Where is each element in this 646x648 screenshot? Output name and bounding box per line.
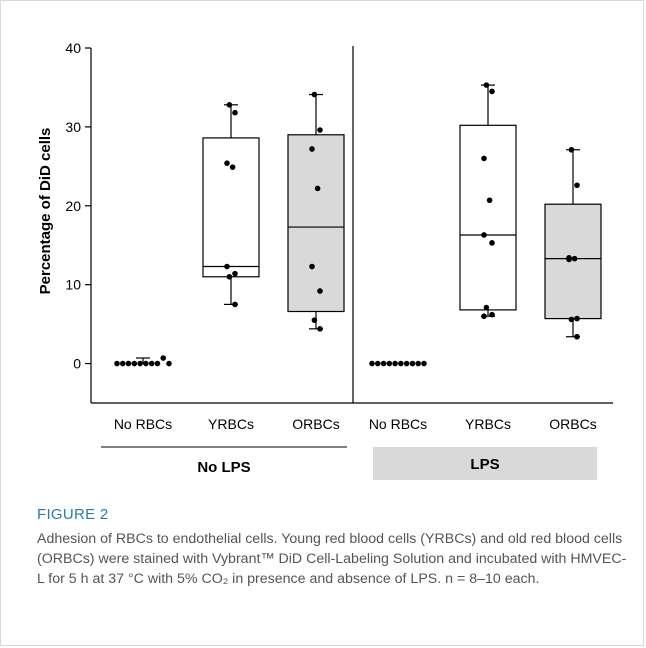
category-no-rbcs bbox=[114, 355, 172, 367]
data-point bbox=[317, 288, 323, 294]
category-orbcs bbox=[544, 146, 602, 340]
data-point bbox=[489, 88, 495, 95]
data-point bbox=[125, 360, 132, 367]
data-point bbox=[398, 360, 404, 367]
y-tick-label: 40 bbox=[65, 40, 81, 56]
data-point bbox=[486, 197, 493, 204]
data-point bbox=[154, 360, 161, 367]
data-point bbox=[166, 360, 172, 367]
y-tick-label: 0 bbox=[73, 356, 81, 372]
data-point bbox=[143, 360, 149, 367]
data-point bbox=[311, 317, 318, 323]
data-point bbox=[380, 360, 387, 367]
data-point bbox=[386, 360, 393, 367]
x-tick-label: ORBCs bbox=[292, 416, 339, 432]
box bbox=[459, 124, 517, 311]
x-tick-label: No RBCs bbox=[369, 416, 427, 432]
data-point bbox=[114, 360, 120, 367]
data-point bbox=[232, 109, 238, 116]
data-point bbox=[309, 263, 315, 270]
data-point bbox=[574, 333, 580, 340]
data-point bbox=[137, 360, 143, 367]
category-no-rbcs bbox=[369, 360, 427, 367]
data-point bbox=[392, 360, 398, 367]
data-point bbox=[483, 304, 490, 311]
group-label-no-lps: No LPS bbox=[197, 459, 250, 476]
data-point bbox=[374, 360, 381, 367]
data-point bbox=[566, 256, 572, 263]
data-point bbox=[148, 360, 155, 367]
data-point bbox=[415, 360, 422, 367]
data-point bbox=[481, 155, 487, 162]
data-point bbox=[226, 273, 233, 280]
data-point bbox=[229, 164, 236, 170]
group-band-lps bbox=[373, 447, 597, 480]
data-point bbox=[403, 360, 410, 367]
figure-caption: FIGURE 2 Adhesion of RBCs to endothelial… bbox=[37, 506, 627, 589]
data-point bbox=[481, 313, 487, 320]
data-point bbox=[224, 160, 230, 166]
data-point bbox=[317, 127, 323, 133]
data-point bbox=[232, 301, 238, 308]
data-point bbox=[131, 360, 138, 367]
plot-area bbox=[114, 46, 602, 403]
data-point bbox=[574, 315, 580, 322]
data-point bbox=[226, 102, 233, 108]
category-yrbcs bbox=[459, 82, 517, 320]
data-point bbox=[409, 360, 416, 367]
data-point bbox=[421, 360, 427, 367]
x-tick-label: No RBCs bbox=[114, 416, 172, 432]
data-point bbox=[314, 185, 321, 192]
figure-caption-text: Adhesion of RBCs to endothelial cells. Y… bbox=[37, 531, 627, 587]
y-tick-label: 20 bbox=[65, 198, 81, 214]
box-plot-chart: 0 10 20 30 40 Percentage of DiD cells No RBC… bbox=[37, 40, 613, 480]
data-point bbox=[574, 182, 580, 189]
data-point bbox=[568, 316, 575, 323]
data-point bbox=[317, 326, 323, 332]
y-axis: 0 10 20 30 40 bbox=[65, 40, 92, 403]
data-point bbox=[119, 360, 126, 367]
group-labels: No LPS LPS bbox=[101, 446, 597, 480]
data-point bbox=[568, 146, 575, 153]
x-tick-label: ORBCs bbox=[549, 416, 596, 432]
data-point bbox=[160, 355, 167, 361]
data-point bbox=[224, 263, 230, 270]
data-point bbox=[489, 240, 495, 246]
category-orbcs bbox=[287, 91, 345, 332]
data-point bbox=[232, 270, 238, 277]
data-point bbox=[481, 232, 487, 238]
figure-label: FIGURE 2 bbox=[37, 506, 109, 523]
data-point bbox=[309, 146, 315, 152]
data-point bbox=[369, 360, 375, 367]
data-point bbox=[483, 82, 490, 88]
x-axis: No RBCs YRBCs ORBCs No RBCs YRBCs ORBCs bbox=[91, 402, 613, 432]
data-point bbox=[311, 91, 318, 98]
y-tick-label: 30 bbox=[65, 119, 81, 135]
x-tick-label: YRBCs bbox=[465, 416, 511, 432]
box bbox=[287, 134, 345, 313]
box bbox=[202, 137, 260, 278]
box bbox=[544, 203, 602, 320]
data-point bbox=[571, 255, 578, 262]
y-axis-label: Percentage of DiD cells bbox=[37, 128, 54, 295]
category-yrbcs bbox=[202, 102, 260, 308]
x-tick-label: YRBCs bbox=[208, 416, 254, 432]
data-point bbox=[489, 311, 495, 318]
group-label-lps: LPS bbox=[470, 456, 499, 473]
y-tick-label: 10 bbox=[65, 277, 81, 293]
